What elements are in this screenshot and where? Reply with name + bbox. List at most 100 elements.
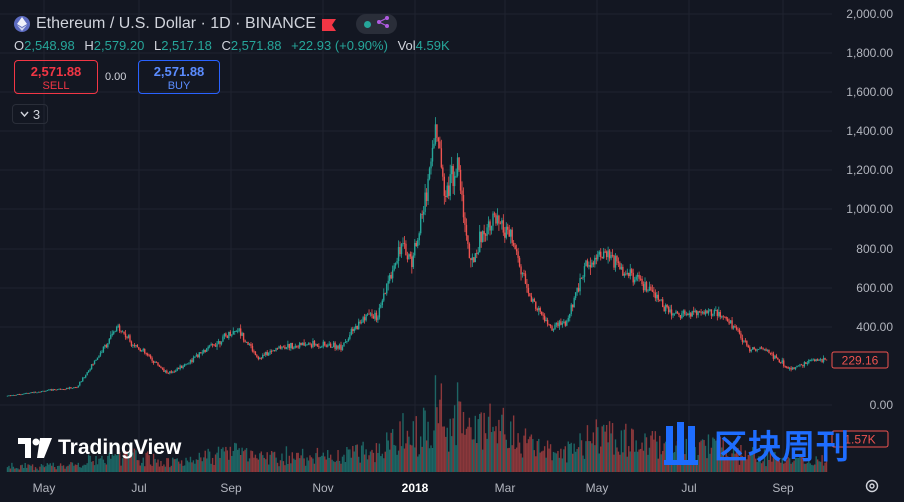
candle xyxy=(172,371,174,374)
candle xyxy=(307,342,310,346)
sell-button[interactable]: 2,571.88 SELL xyxy=(14,60,98,94)
volume-bar xyxy=(790,463,792,472)
volume-bar xyxy=(278,466,280,472)
volume-bar xyxy=(471,439,474,472)
volume-bar xyxy=(229,446,232,472)
volume-bar xyxy=(511,445,513,472)
volume-bar xyxy=(706,458,708,472)
tradingview-logo[interactable]: TradingView xyxy=(18,436,181,460)
candle xyxy=(487,216,490,235)
volume-bar xyxy=(39,466,41,472)
candle xyxy=(775,353,778,359)
volume-bar xyxy=(628,446,630,472)
candle xyxy=(546,317,549,327)
volume-bar xyxy=(414,447,416,472)
price-tick-label: 1,400.00 xyxy=(846,124,893,138)
candle xyxy=(262,353,264,359)
candle xyxy=(476,249,478,259)
candle xyxy=(90,364,93,370)
volume-bar xyxy=(486,438,488,472)
sell-label: SELL xyxy=(42,80,70,92)
volume-bar xyxy=(307,460,310,472)
watermark: 区块周刊 xyxy=(664,420,850,468)
candle xyxy=(803,361,806,368)
candle xyxy=(620,263,623,270)
volume-bar xyxy=(346,446,348,472)
volume-bar xyxy=(127,452,130,472)
volume-bar xyxy=(694,447,696,472)
volume-bar xyxy=(167,458,170,472)
volume-bar xyxy=(554,452,556,472)
candle xyxy=(430,158,432,175)
volume-bar xyxy=(248,458,251,472)
candle xyxy=(259,356,261,360)
volume-bar xyxy=(476,443,478,472)
volume-bar xyxy=(377,452,379,472)
volume-bar xyxy=(281,453,283,472)
volume-bar xyxy=(659,435,661,472)
volume-bar xyxy=(96,464,99,472)
candle xyxy=(117,323,119,328)
price-axis[interactable]: 2,000.00 1,800.00 1,600.00 1,400.00 1,200.00… xyxy=(846,7,893,412)
candle xyxy=(73,386,75,389)
candle xyxy=(359,319,361,325)
candle xyxy=(42,390,44,392)
candle xyxy=(662,296,664,308)
volume-bar xyxy=(594,445,596,472)
red-flag-icon[interactable] xyxy=(322,18,337,31)
chart-grid xyxy=(0,0,832,472)
candle xyxy=(490,225,493,235)
volume-bar xyxy=(93,465,96,472)
symbol-header[interactable]: Ethereum / U.S. Dollar · 1D · BINANCE xyxy=(14,14,398,34)
volume-bar xyxy=(191,462,193,472)
volume-bar xyxy=(564,446,567,472)
volume-bar xyxy=(595,419,598,472)
candle xyxy=(641,275,643,287)
candle xyxy=(780,361,782,364)
volume-bar xyxy=(297,452,299,472)
status-pill[interactable] xyxy=(356,14,398,34)
candle xyxy=(769,352,772,356)
candle xyxy=(784,365,786,369)
volume-bar xyxy=(260,451,263,472)
volume-bar xyxy=(9,468,12,472)
buy-button[interactable]: 2,571.88 BUY xyxy=(138,60,220,94)
candle xyxy=(368,309,370,315)
candle xyxy=(452,163,454,194)
candle xyxy=(260,357,263,360)
candle xyxy=(115,325,118,332)
buy-label: BUY xyxy=(167,80,191,92)
candle xyxy=(82,376,84,382)
candle xyxy=(746,340,748,347)
volume-bar xyxy=(725,452,727,472)
candle xyxy=(135,344,137,348)
candle xyxy=(595,254,598,265)
candle xyxy=(564,320,567,327)
candle xyxy=(194,356,196,359)
volume-bar xyxy=(254,454,257,472)
candle xyxy=(617,257,620,268)
time-axis[interactable]: May Jul Sep Nov 2018 Mar May Jul Sep xyxy=(33,481,794,495)
volume-value: 4.59K xyxy=(415,38,450,53)
volume-bar xyxy=(741,456,744,472)
volume-bar xyxy=(393,444,395,472)
volume-bar xyxy=(759,456,761,472)
settings-gear-icon[interactable] xyxy=(864,478,880,494)
volume-bar xyxy=(695,463,698,472)
candle xyxy=(28,392,31,394)
indicators-toggle-button[interactable]: 3 xyxy=(12,104,48,124)
volume-bar xyxy=(267,464,270,472)
candle xyxy=(160,365,162,369)
candle xyxy=(192,355,195,363)
volume-bar xyxy=(536,441,538,472)
volume-bar xyxy=(33,470,35,472)
volume-bar xyxy=(772,457,775,472)
volume-bar xyxy=(797,457,800,472)
candle xyxy=(713,308,716,317)
volume-bar xyxy=(183,465,186,472)
volume-bar xyxy=(557,450,559,472)
volume-bar xyxy=(396,454,398,472)
volume-bar xyxy=(148,455,150,472)
volume-bar xyxy=(259,453,261,472)
